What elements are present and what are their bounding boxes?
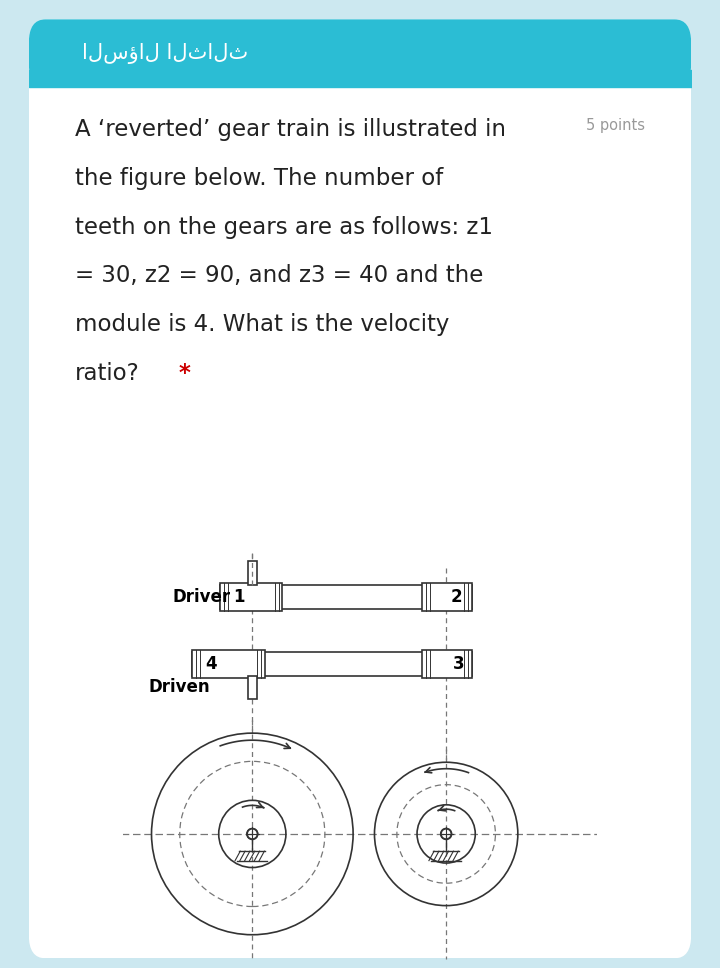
Bar: [192, 650, 265, 678]
Text: Driver: Driver: [173, 588, 230, 606]
Text: teeth on the gears are as follows: z1: teeth on the gears are as follows: z1: [75, 216, 493, 238]
Text: ratio?: ratio?: [75, 362, 140, 385]
Text: السؤال الثالث: السؤال الثالث: [82, 43, 248, 64]
Text: the figure below. The number of: the figure below. The number of: [75, 166, 444, 190]
Bar: [248, 676, 257, 699]
Bar: [220, 583, 282, 611]
Text: 4: 4: [206, 654, 217, 673]
Text: Driven: Driven: [149, 679, 210, 696]
Text: A ‘reverted’ gear train is illustrated in: A ‘reverted’ gear train is illustrated i…: [75, 118, 506, 141]
Bar: [423, 583, 472, 611]
Bar: [248, 561, 257, 586]
Text: 1: 1: [233, 588, 245, 606]
Text: 5 points: 5 points: [586, 118, 645, 133]
Bar: [423, 650, 472, 678]
Text: 3: 3: [454, 654, 465, 673]
Text: module is 4. What is the velocity: module is 4. What is the velocity: [75, 314, 449, 336]
FancyBboxPatch shape: [29, 19, 691, 87]
Text: = 30, z2 = 90, and z3 = 40 and the: = 30, z2 = 90, and z3 = 40 and the: [75, 264, 484, 287]
Text: 2: 2: [451, 588, 463, 606]
FancyBboxPatch shape: [29, 19, 691, 958]
Text: *: *: [171, 362, 191, 385]
